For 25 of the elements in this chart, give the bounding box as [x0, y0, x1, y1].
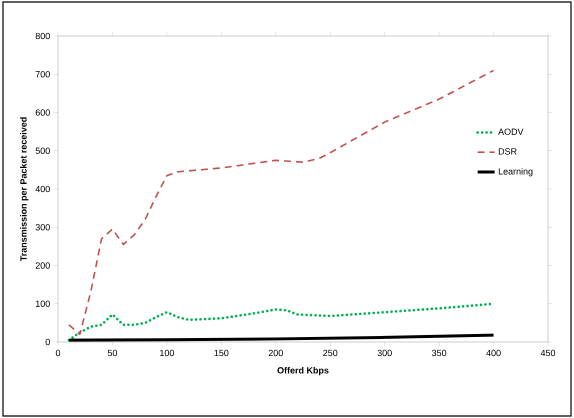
legend-label: DSR: [498, 148, 517, 155]
x-tick-label: 300: [378, 350, 392, 356]
x-tick-label: 50: [108, 350, 118, 356]
legend-label: Learning: [498, 168, 532, 176]
x-tick-label: 150: [214, 350, 228, 356]
y-tick-label: 700: [36, 71, 50, 78]
y-tick-label: 200: [36, 262, 50, 269]
x-tick-label: 250: [323, 350, 338, 356]
y-axis-title: Transmission per Packet received: [20, 117, 28, 262]
y-tick-label: 500: [36, 148, 50, 154]
y-tick-label: 600: [36, 109, 50, 116]
x-tick-label: 450: [540, 350, 556, 356]
x-tick-label: 0: [56, 350, 60, 356]
y-tick-label: 300: [36, 224, 50, 230]
x-tick-label: 200: [268, 350, 283, 356]
line-series: [68, 70, 494, 336]
x-tick-label: 400: [486, 350, 501, 356]
y-tick-label: 100: [36, 300, 50, 307]
y-tick-label: 0: [46, 338, 50, 346]
legend-label: AODV: [498, 128, 524, 135]
x-tick-label: 350: [432, 350, 446, 356]
x-axis-title: Offerd Kbps: [277, 366, 329, 376]
x-tick-label: 100: [160, 350, 174, 356]
y-tick-label: 800: [36, 32, 50, 40]
y-tick-label: 400: [35, 186, 50, 192]
